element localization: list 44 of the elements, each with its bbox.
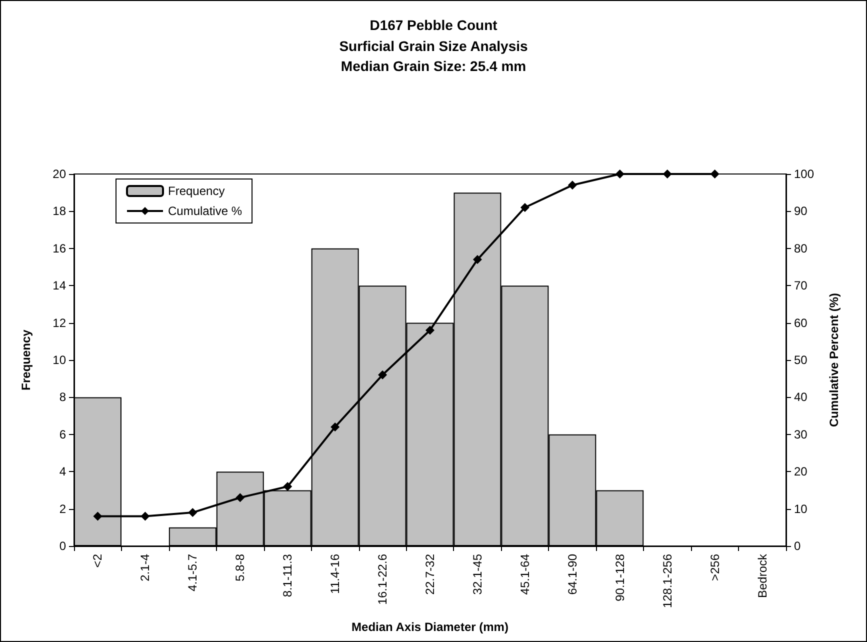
x-tick-label: 4.1-5.7 [186, 554, 200, 592]
y2-tick-label: 30 [794, 427, 808, 442]
y2-tick-label: 100 [794, 167, 814, 181]
y-tick-label: 8 [59, 390, 66, 404]
y2-tick-label: 20 [794, 464, 808, 479]
y-tick-label: 10 [52, 353, 66, 367]
y-tick-label: 16 [52, 241, 66, 256]
chart-subtitle: Surficial Grain Size Analysis Median Grain Size: 25.4 mm [339, 38, 528, 74]
y-tick-label: 6 [59, 427, 66, 442]
y-tick-label: 2 [59, 502, 66, 516]
x-tick-label: >256 [708, 554, 722, 582]
y2-tick-label: 40 [794, 390, 808, 404]
x-tick-label: 8.1-11.3 [280, 554, 295, 598]
x-tick-label: 90.1-128 [612, 554, 627, 602]
x-tick-label: 2.1-4 [138, 554, 152, 582]
x-tick-label: 22.7-32 [423, 554, 437, 595]
x-tick-label: 16.1-22.6 [376, 554, 390, 605]
y2-tick-label: 0 [794, 539, 801, 553]
y-axis-title: Frequency [19, 329, 33, 390]
y2-tick-label: 80 [794, 241, 808, 256]
y2-tick-label: 90 [794, 204, 808, 218]
x-tick-label: 45.1-64 [518, 554, 532, 595]
y2-tick-label: 50 [794, 353, 808, 367]
y-tick-label: 14 [52, 278, 66, 293]
x-tick-label: 11.4-16 [328, 554, 342, 594]
y2-tick-label: 60 [794, 316, 808, 330]
y-tick-label: 0 [59, 539, 66, 553]
y-tick-label: 12 [52, 316, 66, 330]
x-tick-label: 64.1-90 [565, 554, 580, 595]
y2-tick-label: 70 [794, 278, 808, 293]
y2-axis-title: Cumulative Percent (%) [827, 292, 841, 428]
legend-label: Cumulative % [168, 204, 242, 218]
x-tick-label: Bedrock [755, 553, 770, 598]
x-tick-label: 128.1-256 [660, 554, 674, 608]
x-axis-title: Median Axis Diameter (mm) [352, 620, 508, 634]
x-tick-label: 5.8-8 [233, 554, 248, 582]
x-tick-label: <2 [90, 554, 105, 568]
y-tick-label: 20 [52, 167, 66, 181]
x-tick-label: 32.1-45 [470, 554, 484, 595]
chart-title: D167 Pebble Count [370, 17, 498, 33]
y-tick-label: 18 [52, 204, 66, 218]
y2-tick-label: 10 [794, 502, 808, 516]
legend-label: Frequency [168, 184, 225, 198]
y-tick-label: 4 [59, 464, 66, 479]
